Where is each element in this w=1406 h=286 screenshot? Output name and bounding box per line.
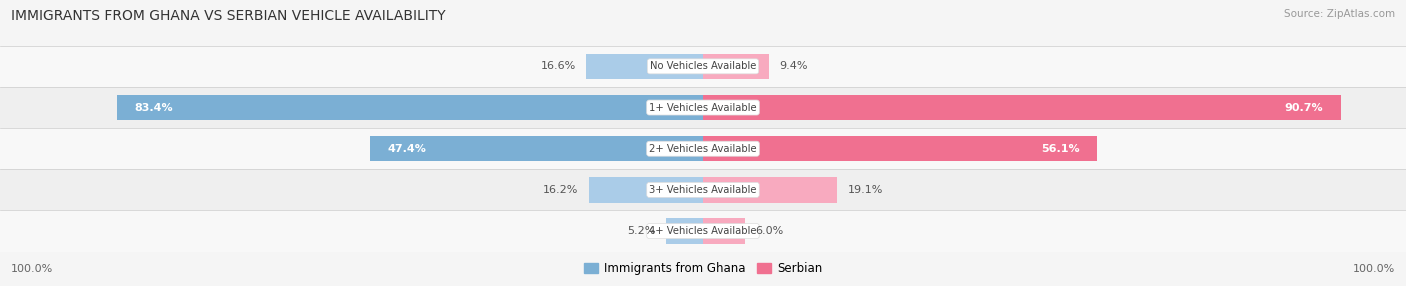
Text: 100.0%: 100.0%	[11, 264, 53, 274]
Text: 5.2%: 5.2%	[627, 226, 655, 236]
Bar	[0, 46, 1406, 87]
Text: 16.2%: 16.2%	[543, 185, 579, 195]
Bar	[117, 95, 703, 120]
Text: 56.1%: 56.1%	[1042, 144, 1080, 154]
Text: 9.4%: 9.4%	[779, 61, 808, 71]
Text: 1+ Vehicles Available: 1+ Vehicles Available	[650, 103, 756, 112]
Text: Source: ZipAtlas.com: Source: ZipAtlas.com	[1284, 9, 1395, 19]
Bar	[0, 87, 1406, 128]
Bar	[0, 169, 1406, 210]
Text: IMMIGRANTS FROM GHANA VS SERBIAN VEHICLE AVAILABILITY: IMMIGRANTS FROM GHANA VS SERBIAN VEHICLE…	[11, 9, 446, 23]
Text: 2+ Vehicles Available: 2+ Vehicles Available	[650, 144, 756, 154]
Bar	[0, 128, 1406, 169]
Text: 16.6%: 16.6%	[540, 61, 576, 71]
Bar	[703, 136, 1098, 162]
Text: 6.0%: 6.0%	[756, 226, 785, 236]
Text: 100.0%: 100.0%	[1353, 264, 1395, 274]
Bar	[703, 53, 769, 79]
Text: 83.4%: 83.4%	[134, 103, 173, 112]
Text: 4+ Vehicles Available: 4+ Vehicles Available	[650, 226, 756, 236]
Text: 90.7%: 90.7%	[1285, 103, 1323, 112]
Text: 3+ Vehicles Available: 3+ Vehicles Available	[650, 185, 756, 195]
Bar	[703, 177, 838, 203]
Bar	[589, 177, 703, 203]
Bar	[703, 95, 1341, 120]
Text: 47.4%: 47.4%	[388, 144, 426, 154]
Bar	[703, 218, 745, 244]
Bar	[370, 136, 703, 162]
Text: 19.1%: 19.1%	[848, 185, 883, 195]
Bar	[586, 53, 703, 79]
Bar	[0, 210, 1406, 252]
Bar	[666, 218, 703, 244]
Legend: Immigrants from Ghana, Serbian: Immigrants from Ghana, Serbian	[579, 258, 827, 280]
Text: No Vehicles Available: No Vehicles Available	[650, 61, 756, 71]
